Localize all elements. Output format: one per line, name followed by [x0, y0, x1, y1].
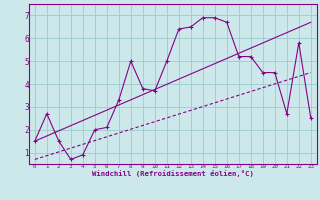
X-axis label: Windchill (Refroidissement éolien,°C): Windchill (Refroidissement éolien,°C)	[92, 170, 254, 177]
